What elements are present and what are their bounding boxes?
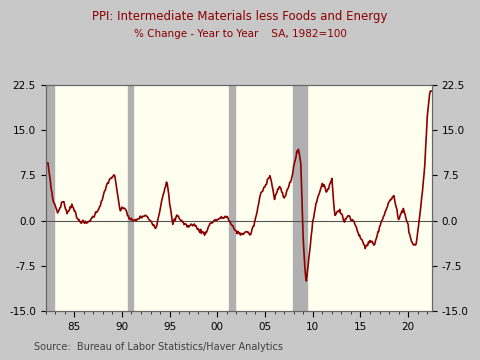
Text: % Change - Year to Year    SA, 1982=100: % Change - Year to Year SA, 1982=100 <box>133 29 347 39</box>
Bar <box>293 85 307 311</box>
Bar <box>229 85 236 311</box>
Bar <box>128 85 133 311</box>
Text: Source:  Bureau of Labor Statistics/Haver Analytics: Source: Bureau of Labor Statistics/Haver… <box>34 342 283 352</box>
Bar <box>46 85 54 311</box>
Text: PPI: Intermediate Materials less Foods and Energy: PPI: Intermediate Materials less Foods a… <box>92 10 388 23</box>
